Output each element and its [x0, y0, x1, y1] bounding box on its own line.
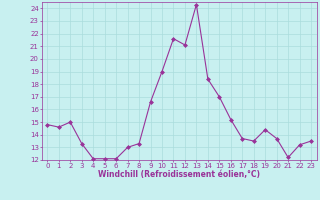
X-axis label: Windchill (Refroidissement éolien,°C): Windchill (Refroidissement éolien,°C) [98, 170, 260, 179]
